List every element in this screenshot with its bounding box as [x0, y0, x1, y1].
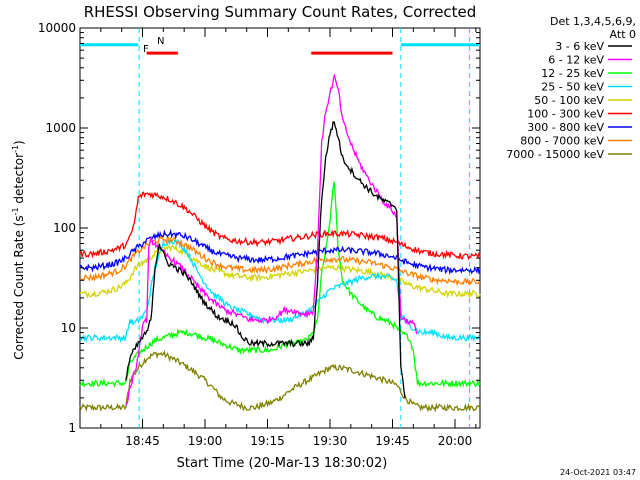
series-line: [79, 244, 481, 299]
legend-label: 7000 - 15000 keV: [506, 148, 604, 161]
flag-f-label: F: [143, 44, 149, 55]
y-tick-label: 10000: [38, 21, 76, 35]
legend-header-1: Det 1,3,4,5,6,9,: [550, 15, 636, 28]
series-line: [79, 228, 481, 276]
x-tick-label: 20:00: [438, 434, 473, 448]
x-tick-label: 19:45: [375, 434, 410, 448]
x-tick-label: 19:30: [313, 434, 348, 448]
legend-label: 3 - 6 keV: [555, 40, 604, 53]
y-tick-label: 100: [53, 221, 76, 235]
y-tick-label: 1000: [45, 121, 76, 135]
series-line: [79, 349, 481, 413]
series-line: [125, 121, 406, 398]
series-group: [79, 73, 481, 413]
y-tick-label: 10: [61, 321, 76, 335]
y-axis-label-exp1: -1: [11, 207, 20, 215]
x-tick-label: 18:45: [125, 434, 160, 448]
y-axis-label: Corrected Count Rate (s-1 detector-1): [11, 140, 26, 359]
plot-frame: [79, 27, 481, 429]
legend-label: 300 - 800 keV: [527, 121, 604, 134]
plot-area: [79, 27, 481, 429]
y-axis-label-exp2: -1: [11, 145, 20, 153]
series-line: [79, 181, 481, 389]
y-tick-label: 1: [68, 421, 76, 435]
series-line: [125, 73, 418, 406]
legend-label: 12 - 25 keV: [541, 67, 604, 80]
series-line: [79, 235, 481, 287]
legend-label: 800 - 7000 keV: [520, 135, 604, 148]
legend-label: 100 - 300 keV: [527, 108, 604, 121]
axes: 1 10 100 1000 10000 18:45 19:00 19:15 19:30 19:45…: [38, 21, 480, 448]
flag-n-label: N: [157, 36, 164, 47]
y-axis-label-mid: detector: [12, 153, 26, 208]
x-tick-label: 19:15: [250, 434, 285, 448]
legend-label: 50 - 100 keV: [534, 94, 604, 107]
chart-title: RHESSI Observing Summary Count Rates, Co…: [84, 3, 477, 21]
footer-date: 24-Oct-2021 03:47: [560, 468, 636, 477]
y-axis-label-main: Corrected Count Rate (s: [12, 215, 26, 359]
y-axis-label-end: ): [12, 140, 26, 145]
x-tick-label: 19:00: [188, 434, 223, 448]
flag-bars: [80, 43, 480, 55]
x-axis-label: Start Time (20-Mar-13 18:30:02): [177, 456, 388, 471]
legend-label: 6 - 12 keV: [548, 54, 604, 67]
legend-header-2: Att 0: [610, 28, 636, 41]
series-line: [79, 191, 481, 261]
legend-label: 25 - 50 keV: [541, 81, 604, 94]
